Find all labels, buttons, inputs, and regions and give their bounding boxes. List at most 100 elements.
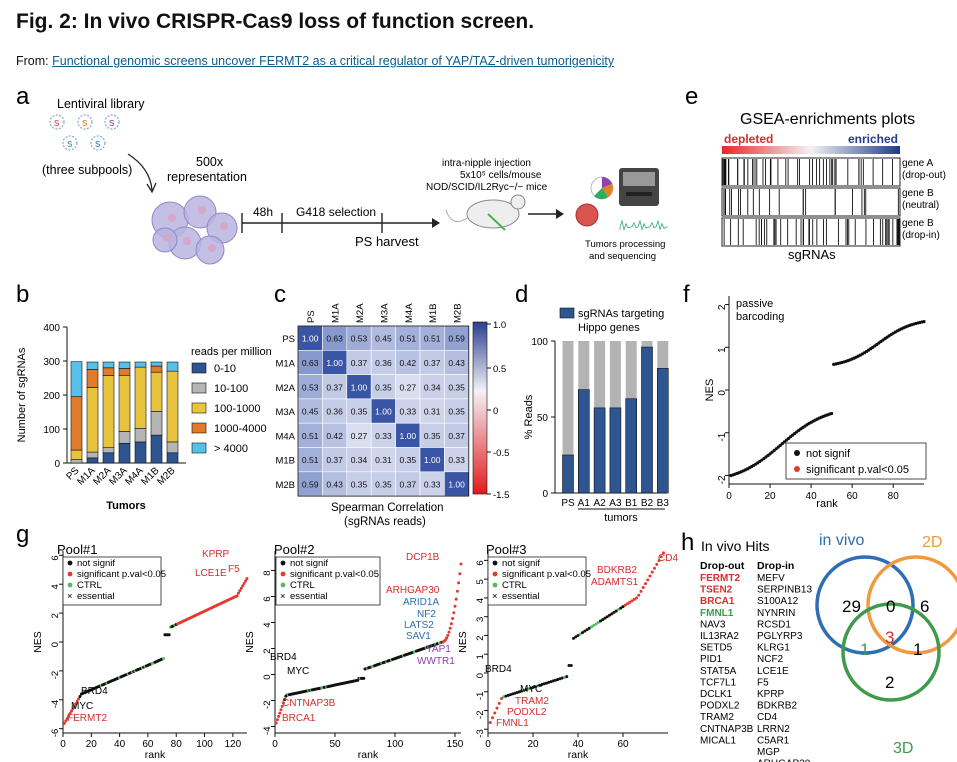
heatmap-value: 0.35 <box>375 382 392 392</box>
dropin-header: Drop-in <box>757 560 794 572</box>
y-axis-label: NES <box>704 379 716 402</box>
bar-segment <box>86 457 99 464</box>
colorbar <box>472 321 488 495</box>
y-tick-label: 4 <box>475 598 486 603</box>
virus-glyph: s <box>109 117 115 129</box>
dropout-gene: TCF7L1 <box>700 677 737 688</box>
heatmap-value: 0.31 <box>375 455 392 465</box>
bar-segment <box>70 361 83 397</box>
x-tick-label: 150 <box>447 739 464 750</box>
legend-label: > 4000 <box>214 443 248 455</box>
heatmap-cell <box>444 471 470 497</box>
heatmap-cell <box>322 447 348 473</box>
data-point <box>520 689 524 693</box>
heatmap-value: 0.51 <box>302 455 319 465</box>
data-point <box>583 629 587 633</box>
bar-segment <box>70 459 83 464</box>
heatmap-value: 0.63 <box>302 358 319 368</box>
y-tick-label: 1 <box>717 347 728 353</box>
legend-swatch <box>191 362 207 374</box>
y-axis-label: Number of sgRNAs <box>16 347 28 442</box>
gsea-row2-b: (neutral) <box>902 200 939 211</box>
gsea-row-box <box>721 157 901 187</box>
col-label: M2B <box>453 303 464 323</box>
heatmap-value: 0.31 <box>424 407 441 417</box>
x-tick-label: A1 <box>578 498 591 509</box>
data-point <box>78 694 82 698</box>
dropout-gene: IL13RA2 <box>700 631 739 642</box>
bar-segment <box>102 375 115 448</box>
article-link[interactable]: Functional genomic screens uncover FERMT… <box>52 54 615 68</box>
data-point <box>513 691 517 695</box>
row-label: M1B <box>275 456 295 467</box>
heatmap-cell <box>395 374 421 400</box>
y-tick-label: 5 <box>475 579 486 584</box>
y-axis-label: NES <box>457 631 469 653</box>
virus-glyph: s <box>54 117 60 129</box>
data-point <box>500 697 503 701</box>
gsea-row1-b: (drop-out) <box>902 170 946 181</box>
venn-invivo-circle <box>815 555 915 655</box>
heatmap-cell <box>370 471 396 497</box>
legend-d-line2: Hippo genes <box>578 322 640 334</box>
subpools-label: (three subpools) <box>42 163 132 177</box>
data-point <box>64 719 68 723</box>
dropout-header: Drop-out <box>700 560 745 572</box>
heatmap-cell <box>419 447 445 473</box>
g2-arid1a: ARID1A <box>403 597 439 608</box>
cell-nucleus-icon <box>208 244 216 252</box>
data-point <box>72 704 76 708</box>
x-axis-label: tumors <box>604 512 638 524</box>
data-point <box>637 593 641 597</box>
x-tick-label: 50 <box>329 739 341 750</box>
data-point <box>77 697 81 701</box>
arrowhead-icon <box>432 218 440 228</box>
legend-label: 100-1000 <box>214 403 261 415</box>
gsea-barcode-rows <box>721 157 901 247</box>
data-point <box>278 711 282 715</box>
data-point <box>576 633 580 637</box>
heatmap-value: 0.34 <box>424 382 441 392</box>
y-axis-label: NES <box>32 631 44 653</box>
processing-line1: Tumors processing <box>585 239 665 250</box>
data-point <box>619 606 623 610</box>
data-point <box>362 676 366 680</box>
data-point <box>167 633 171 637</box>
y-tick-label: -4 <box>50 700 61 708</box>
dropout-gene: FMNL1 <box>700 608 734 619</box>
bar-other <box>594 341 606 408</box>
data-point <box>641 586 645 590</box>
data-point <box>71 707 75 711</box>
y-tick-label: 100 <box>531 337 548 348</box>
data-point <box>542 682 546 686</box>
bar-hippo <box>656 368 669 494</box>
panel-b-label: b <box>16 281 29 308</box>
panel-d: d 0 50 100 % Reads PS A1 A2 A3 B1 B2 B3 tumors sgRN… <box>515 281 669 524</box>
virus-icon <box>90 135 106 151</box>
mouse-icon <box>445 194 526 231</box>
bar-segment <box>70 449 83 460</box>
data-point <box>547 680 551 684</box>
legend-label: 0-10 <box>214 363 236 375</box>
g1-fermt2: FERMT2 <box>67 713 107 724</box>
g2-nf2: NF2 <box>417 609 436 620</box>
cell-nucleus-icon <box>198 206 206 214</box>
data-point <box>69 709 73 713</box>
y-tick-label: 4 <box>50 584 61 589</box>
dropin-gene: C5AR1 <box>757 735 790 746</box>
heatmap-cell <box>444 349 470 375</box>
bar-other <box>657 341 669 369</box>
heatmap-value: 0.35 <box>448 407 465 417</box>
g3-adamts1: ADAMTS1 <box>591 577 639 588</box>
data-point <box>459 562 463 566</box>
panel-g-label: g <box>16 521 29 548</box>
data-point <box>239 586 243 590</box>
heatmap-value: 0.43 <box>448 358 465 368</box>
data-point <box>572 636 575 640</box>
virus-icon <box>49 114 65 130</box>
data-point <box>585 628 589 632</box>
dropin-gene: MEFV <box>757 573 785 584</box>
data-point <box>491 716 494 720</box>
legend-g-label: essential <box>77 591 115 602</box>
